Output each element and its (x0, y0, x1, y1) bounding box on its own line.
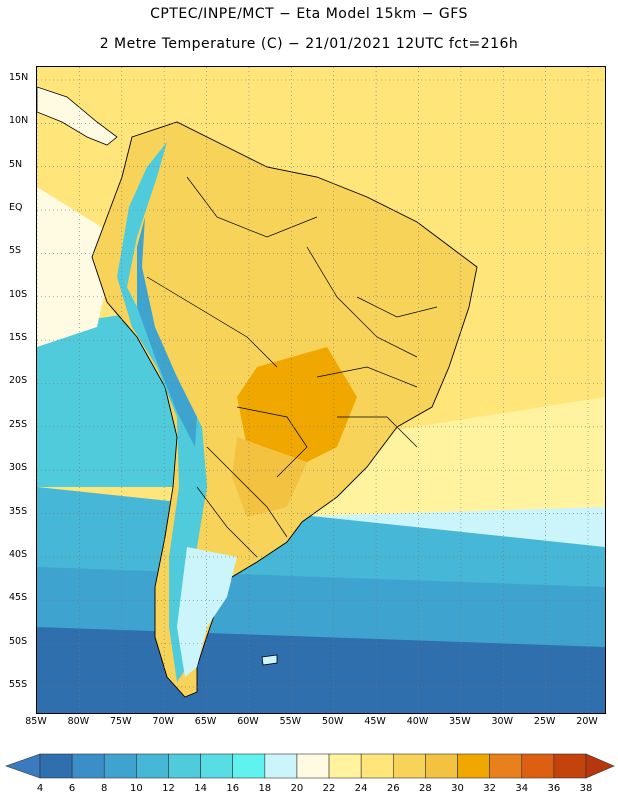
colorbar-label: 12 (162, 783, 175, 794)
colorbar-segment (360, 753, 394, 779)
warm-interior (232, 437, 307, 517)
lon-label: 65W (194, 716, 217, 727)
lat-label: 15S (9, 332, 28, 344)
central-america-landmass (37, 86, 118, 146)
colorbar-label: 20 (290, 783, 304, 794)
lat-label: 35S (9, 505, 28, 517)
colorbar-segment (39, 753, 73, 779)
colorbar-label: 14 (194, 783, 207, 794)
colorbar (5, 753, 615, 779)
colorbar-label: 4 (36, 783, 44, 794)
colorbar-segment (232, 753, 266, 779)
colorbar-label: 6 (68, 783, 76, 794)
lat-label: EQ (9, 202, 23, 214)
lat-label: 40S (9, 548, 28, 560)
colorbar-label: 38 (579, 783, 593, 794)
colorbar-label: 28 (419, 783, 432, 794)
colorbar-segment (71, 753, 105, 779)
colorbar-label: 36 (547, 783, 561, 794)
colorbar-label: 32 (483, 783, 496, 794)
colorbar-segment (521, 753, 555, 779)
colorbar-segment (168, 753, 201, 779)
map-canvas (37, 67, 605, 713)
title-line-1: CPTEC/INPE/MCT − Eta Model 15km − GFS (150, 6, 468, 22)
colorbar-arrow-high (585, 753, 615, 779)
lon-label: 55W (279, 716, 302, 727)
colorbar-segment (328, 753, 362, 779)
country-borders (146, 176, 438, 558)
colorbar-label: 26 (386, 783, 400, 794)
colorbar-label: 8 (101, 783, 108, 794)
lat-label: 50S (9, 635, 28, 647)
andes-high-peaks (137, 217, 197, 447)
lat-label: 45S (9, 592, 28, 604)
lat-label: 10S (9, 288, 28, 300)
lat-label: 30S (9, 462, 28, 474)
colorbar-segment (553, 753, 587, 779)
graticule (37, 67, 605, 713)
lon-label: 20W (576, 716, 598, 727)
colorbar-label: 10 (129, 783, 143, 794)
lon-label: 80W (67, 716, 90, 727)
lat-label: 20S (9, 375, 28, 387)
hot-interior (237, 347, 357, 467)
lon-label: 60W (237, 716, 259, 727)
patagonia-cool (177, 547, 237, 677)
lat-label: 5S (9, 245, 22, 257)
lon-label: 25W (533, 716, 556, 727)
colorbar-segment (103, 753, 137, 779)
colorbar-segment (200, 753, 234, 779)
lon-label: 75W (110, 716, 132, 727)
colorbar-label: 18 (258, 783, 272, 794)
colorbar-segment (136, 753, 169, 779)
title-line-2: 2 Metre Temperature (C) − 21/01/2021 12U… (99, 36, 519, 52)
colorbar-label: 24 (354, 783, 368, 794)
colorbar-segment (392, 753, 426, 779)
lat-label: 15N (9, 72, 29, 83)
lon-label: 40W (406, 716, 429, 727)
colorbar-segment (264, 753, 298, 779)
colorbar-label: 16 (226, 783, 240, 794)
lon-label: 50W (321, 716, 344, 727)
colorbar-segment (425, 753, 458, 779)
colorbar-label: 30 (451, 783, 464, 794)
colorbar-label: 22 (322, 783, 336, 794)
lat-label: 25S (9, 418, 28, 430)
lon-label: 45W (364, 716, 386, 727)
lat-label: 55S (9, 678, 28, 690)
colorbar-arrow-low (5, 753, 41, 779)
falkland-islands (261, 654, 278, 666)
lon-label: 30W (491, 716, 513, 727)
lon-label: 35W (449, 716, 471, 727)
colorbar-segment (457, 753, 490, 779)
lat-label: 5N (9, 158, 23, 170)
lon-label: 85W (25, 716, 47, 727)
lon-label: 70W (152, 716, 174, 727)
colorbar-segment (296, 753, 330, 779)
colorbar-segment (489, 753, 523, 779)
lat-label: 10N (9, 115, 29, 127)
colorbar-label: 34 (515, 783, 529, 794)
temperature-map (36, 66, 606, 714)
ocean-pacific-warm-coastal (37, 187, 117, 347)
andes-cordillera (117, 142, 207, 682)
